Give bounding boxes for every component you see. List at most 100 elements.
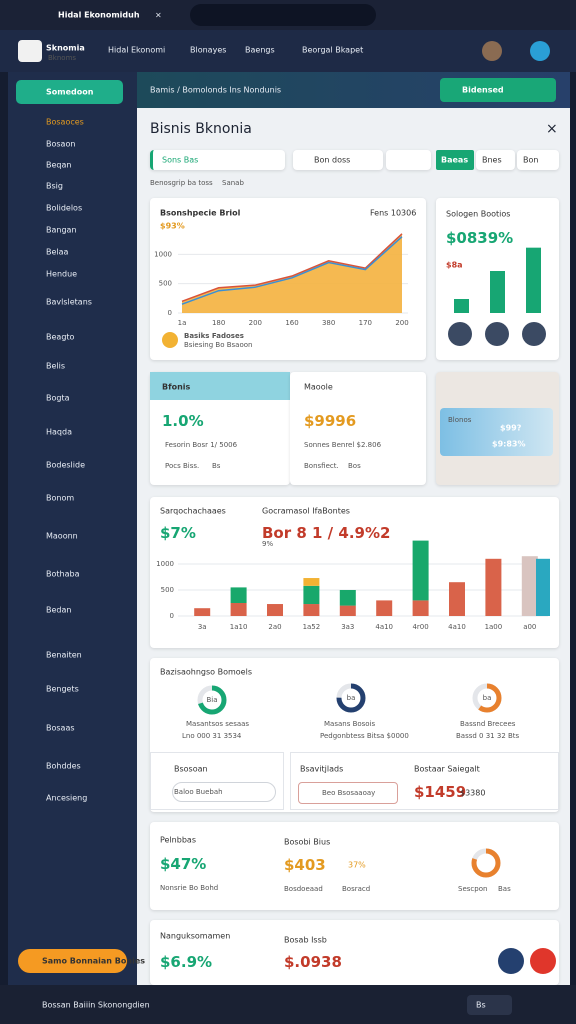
- search-value[interactable]: Bon doss: [314, 155, 351, 165]
- donut-arc: [472, 683, 502, 713]
- avatar[interactable]: [482, 41, 502, 61]
- tab[interactable]: [476, 150, 515, 170]
- bar: [303, 585, 320, 605]
- x-tick-label: 200: [395, 319, 408, 327]
- breadcrumb: Benosgrip ba toss: [150, 179, 213, 187]
- filter-input[interactable]: [150, 150, 285, 170]
- y-tick-label: 0: [170, 612, 174, 620]
- menu-item[interactable]: Ancesieng: [46, 793, 88, 803]
- menu-item[interactable]: Belis: [46, 361, 66, 371]
- tab-label[interactable]: Bnes: [482, 155, 502, 165]
- fab[interactable]: [530, 948, 556, 974]
- menu-item[interactable]: Bogta: [46, 393, 70, 403]
- menu-item[interactable]: Bodeslide: [46, 460, 85, 470]
- card-footer: Basiks Fadoses: [184, 332, 244, 340]
- stat-highlight: [440, 408, 553, 456]
- menu-item[interactable]: Bosaoces: [46, 117, 84, 127]
- menu-item[interactable]: Bangan: [46, 225, 77, 235]
- menu-item[interactable]: Hendue: [46, 269, 78, 279]
- search-input[interactable]: [293, 150, 383, 170]
- app-header: [0, 30, 576, 72]
- bar: [376, 600, 393, 616]
- select[interactable]: [172, 782, 276, 802]
- card-sub: Sescpon: [458, 885, 488, 893]
- sidebar-button[interactable]: [16, 80, 123, 104]
- stat-card-header: [150, 372, 290, 400]
- panel-value: $1459: [414, 783, 467, 801]
- line: [181, 236, 403, 305]
- card-tag: Bs: [212, 462, 221, 470]
- nav-item[interactable]: Beorgal Bkapet: [302, 45, 364, 55]
- nav-item[interactable]: Blonayes: [190, 45, 227, 55]
- sidebar-button-label[interactable]: Somedoon: [46, 87, 94, 97]
- tab-close[interactable]: ×: [155, 10, 162, 20]
- bar: [412, 540, 429, 601]
- menu-item[interactable]: Bosaas: [46, 723, 75, 733]
- x-tick-label: 160: [285, 319, 298, 327]
- donut-arc: [471, 848, 501, 878]
- avatar[interactable]: [530, 41, 550, 61]
- filter-value[interactable]: Sons Bas: [162, 155, 199, 165]
- card-value: 37%: [348, 860, 366, 870]
- breadcrumb: Bamis / Bomolonds Ins Nondunis: [150, 85, 282, 95]
- card-note: Fens 10306: [370, 208, 417, 218]
- menu-item[interactable]: Bonom: [46, 493, 75, 503]
- cta-button[interactable]: [18, 949, 127, 973]
- strip-button[interactable]: [440, 78, 556, 102]
- x-tick-label: 380: [322, 319, 335, 327]
- tab[interactable]: [517, 150, 559, 170]
- sidebar: [8, 72, 137, 985]
- menu-item[interactable]: Bohddes: [46, 761, 81, 771]
- menu-item[interactable]: Bengets: [46, 684, 79, 694]
- menu-item[interactable]: Bsig: [46, 181, 63, 191]
- strip-button-label[interactable]: Bidensed: [462, 85, 504, 95]
- tag-box[interactable]: [298, 782, 398, 804]
- page-title: Bisnis Bknonia: [150, 121, 252, 137]
- nav-item[interactable]: Baengs: [245, 45, 275, 55]
- card-value: $7%: [160, 524, 196, 542]
- x-tick-label: 1a10: [230, 623, 248, 631]
- card-sub: Nonsrie Bo Bohd: [160, 884, 219, 892]
- address-bar[interactable]: [190, 4, 376, 26]
- menu-item[interactable]: Bavlsletans: [46, 297, 92, 307]
- menu-item[interactable]: Belaa: [46, 247, 69, 257]
- tab-active[interactable]: [436, 150, 474, 170]
- menu-item[interactable]: Beagto: [46, 332, 75, 342]
- bar: [230, 603, 247, 616]
- card-title: Nanguksomamen: [160, 931, 231, 941]
- tab-label[interactable]: Bon: [523, 155, 539, 165]
- bar: [194, 608, 211, 616]
- menu-item[interactable]: Beqan: [46, 160, 72, 170]
- x-tick-label: 4a10: [448, 623, 466, 631]
- icon-box[interactable]: [386, 150, 431, 170]
- nav-item[interactable]: Hidal Ekonomi: [108, 45, 166, 55]
- select-value[interactable]: Baloo Buebah: [174, 788, 223, 796]
- x-tick-label: 4a10: [375, 623, 393, 631]
- cta-label[interactable]: Samo Bonnaian Bonies: [42, 956, 145, 966]
- menu-item[interactable]: Bolidelos: [46, 203, 83, 213]
- close-button[interactable]: ×: [546, 121, 558, 137]
- tag: Beo Bsosaaoay: [322, 789, 376, 797]
- bar: [339, 605, 356, 616]
- menu-item[interactable]: Haqda: [46, 427, 72, 437]
- bar: [521, 556, 538, 616]
- tab-label[interactable]: Baeas: [441, 155, 469, 165]
- menu-item[interactable]: Bedan: [46, 605, 72, 615]
- card-sub: $8a: [446, 260, 463, 270]
- fab[interactable]: [498, 948, 524, 974]
- status-button[interactable]: [467, 995, 512, 1015]
- menu-item[interactable]: Maoonn: [46, 531, 78, 541]
- card-tag: Bos: [348, 462, 361, 470]
- tab-title[interactable]: Hidal Ekonomiduh: [58, 10, 140, 20]
- y-tick-label: 0: [168, 309, 172, 317]
- menu-item[interactable]: Bosaon: [46, 139, 76, 149]
- card-title: Pelnbbas: [160, 835, 196, 845]
- status-badge[interactable]: Bs: [476, 1000, 486, 1010]
- donut-label: Masantsos sesaas: [186, 720, 250, 728]
- sub-panel: [150, 752, 284, 810]
- card-value: Bor 8 1 / 4.9%2: [262, 524, 391, 542]
- menu-item[interactable]: Bothaba: [46, 569, 80, 579]
- y-tick-label: 1000: [156, 560, 174, 568]
- menu-item[interactable]: Benaiten: [46, 650, 82, 660]
